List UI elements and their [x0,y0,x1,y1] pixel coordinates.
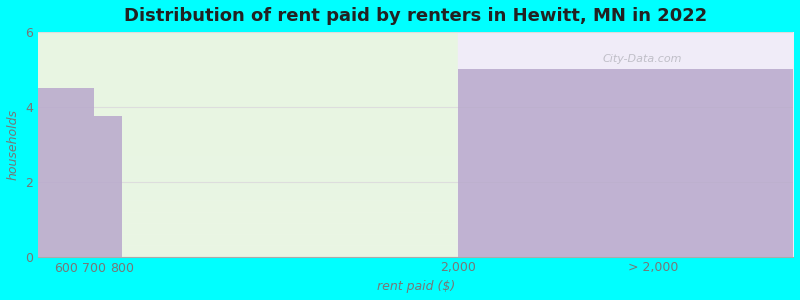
Bar [38,88,94,256]
Bar [94,116,122,256]
Text: City-Data.com: City-Data.com [602,54,682,64]
Title: Distribution of rent paid by renters in Hewitt, MN in 2022: Distribution of rent paid by renters in … [124,7,707,25]
Y-axis label: households: households [7,109,20,180]
X-axis label: rent paid ($): rent paid ($) [377,280,455,293]
Bar [458,70,793,256]
